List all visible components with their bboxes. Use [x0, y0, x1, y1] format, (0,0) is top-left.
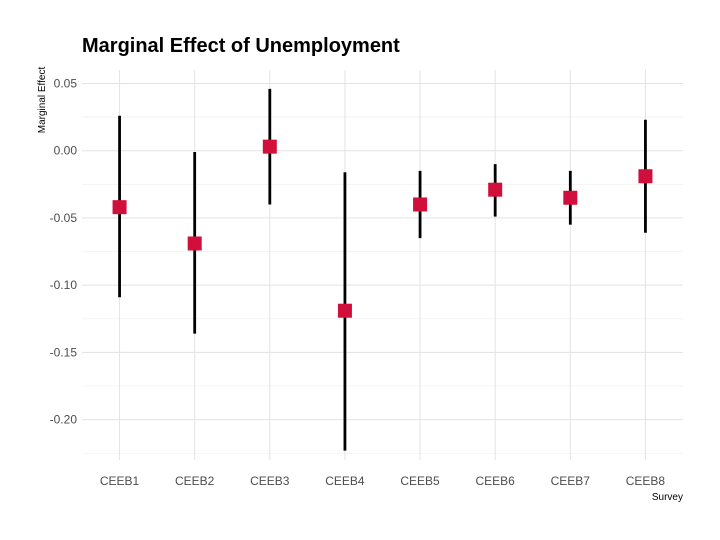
y-tick-label: 0.00	[54, 144, 78, 158]
data-point	[262, 139, 277, 154]
y-tick-label: -0.20	[50, 413, 78, 427]
x-axis-title: Survey	[652, 492, 683, 503]
y-tick-label: -0.10	[50, 278, 78, 292]
x-tick-label: CEEB3	[250, 474, 290, 488]
y-tick-label: -0.15	[50, 345, 78, 359]
data-point	[638, 169, 653, 184]
points	[112, 139, 653, 318]
x-tick-label: CEEB4	[325, 474, 365, 488]
x-tick-label: CEEB1	[100, 474, 140, 488]
x-tick-label: CEEB6	[476, 474, 516, 488]
grid	[82, 70, 683, 460]
data-point	[337, 303, 352, 318]
x-tick-label: CEEB8	[626, 474, 666, 488]
data-point	[187, 236, 202, 251]
data-point	[563, 190, 578, 205]
data-point	[413, 197, 428, 212]
x-tick-label: CEEB7	[551, 474, 591, 488]
chart-title: Marginal Effect of Unemployment	[82, 35, 400, 57]
x-axis-ticks: CEEB1 CEEB2 CEEB3 CEEB4 CEEB5 CEEB6 CEEB7 CEEB8	[100, 474, 666, 488]
y-tick-label: -0.05	[50, 211, 78, 225]
data-point	[488, 182, 503, 197]
error-bars	[118, 88, 647, 451]
x-tick-label: CEEB5	[400, 474, 440, 488]
y-axis-title: Marginal Effect	[37, 67, 48, 134]
y-axis-ticks: 0.05 0.00 -0.05 -0.10 -0.15 -0.20	[50, 76, 78, 426]
data-point	[112, 200, 127, 215]
x-tick-label: CEEB2	[175, 474, 215, 488]
y-tick-label: 0.05	[54, 76, 78, 90]
